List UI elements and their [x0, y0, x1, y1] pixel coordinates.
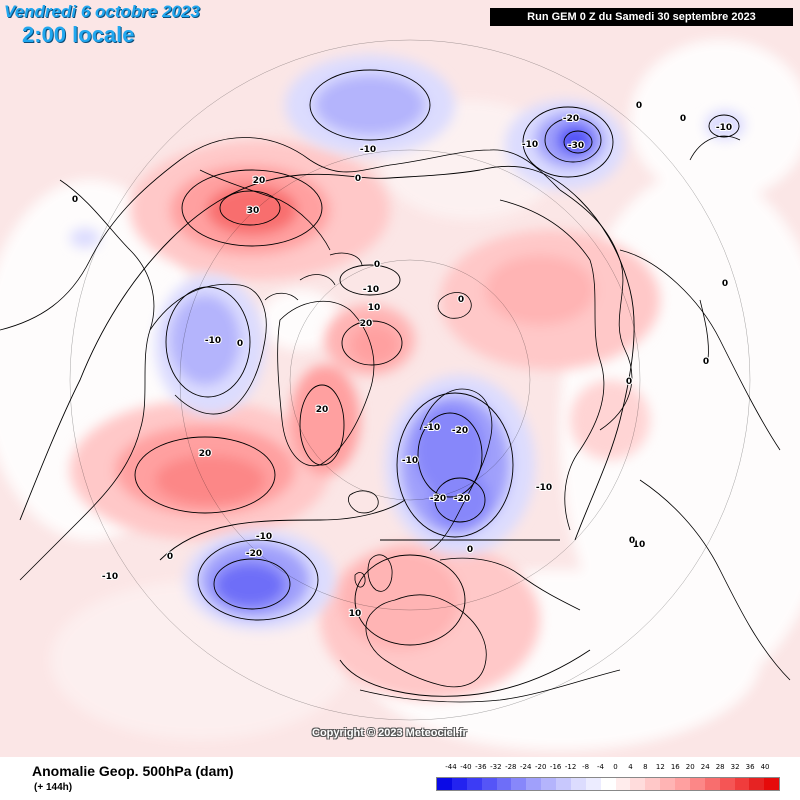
color-scale-cell: [704, 778, 720, 790]
color-scale-cell: [600, 778, 616, 790]
contour-label: 0: [467, 545, 473, 555]
color-scale-label: -24: [520, 763, 532, 771]
color-scale-label: -4: [597, 763, 605, 771]
color-scale-label: 24: [700, 763, 710, 771]
color-scale-cell: [511, 778, 527, 790]
contour-label: 20: [316, 405, 329, 415]
color-scale: -44 -40 -36 -32 -28 -24 -20 -16 -12 -8 -4 0 4 8 12 16 20…: [436, 763, 780, 797]
contour-label: 0: [703, 357, 709, 367]
contour-label: 0: [629, 536, 635, 546]
color-scale-cell: [630, 778, 646, 790]
contour-label: -10: [360, 145, 376, 155]
color-scale-cell: [570, 778, 586, 790]
color-scale-label: 12: [655, 763, 665, 771]
color-scale-cell: [734, 778, 750, 790]
color-scale-label: 20: [685, 763, 695, 771]
color-scale-label: 0: [613, 763, 618, 771]
color-scale-label: -28: [505, 763, 517, 771]
color-scale-cell: [556, 778, 571, 790]
color-scale-label: -44: [445, 763, 457, 771]
legend-footer: Anomalie Geop. 500hPa (dam) (+ 144h) -44…: [0, 757, 800, 800]
color-scale-label: 8: [643, 763, 648, 771]
contour-label: -20: [430, 494, 446, 504]
contour-label: 0: [72, 195, 78, 205]
contour-label: -30: [568, 141, 584, 151]
color-scale-label: -36: [475, 763, 487, 771]
forecast-time-title: 2:00 locale: [22, 22, 135, 47]
color-scale-cell: [645, 778, 661, 790]
contour-label: -10: [536, 483, 552, 493]
color-scale-label: 40: [760, 763, 770, 771]
color-scale-label: 16: [670, 763, 680, 771]
color-scale-cell: [526, 778, 542, 790]
lead-time: (+ 144h): [34, 782, 73, 793]
color-scale-label: -40: [460, 763, 472, 771]
color-scale-label: 4: [628, 763, 633, 771]
contour-label: 0: [355, 174, 361, 184]
model-run-info: Run GEM 0 Z du Samedi 30 septembre 2023: [490, 8, 793, 26]
color-scale-label: 28: [715, 763, 725, 771]
color-scale-cell: [675, 778, 690, 790]
color-scale-label: -12: [564, 763, 577, 771]
contour-label: -20: [452, 426, 468, 436]
color-scale-cell: [466, 778, 482, 790]
color-scale-cell: [496, 778, 512, 790]
color-scale-label: 32: [730, 763, 740, 771]
contour-label: 20: [360, 319, 373, 329]
contour-labels: 30 20 0 -10 -10 -20 -30 -10 0 0 -10 0 10…: [71, 100, 733, 620]
color-scale-cell: [719, 778, 735, 790]
color-scale-label: -32: [490, 763, 502, 771]
contour-label: 0: [458, 295, 464, 305]
color-scale-cell: [585, 778, 601, 790]
color-scale-label: -16: [549, 763, 562, 771]
color-scale-label: -20: [534, 763, 547, 771]
copyright-notice: Copyright © 2023 Meteociel.fr: [312, 727, 467, 739]
color-scale-cell: [437, 778, 452, 790]
contour-label: 20: [199, 449, 212, 459]
contour-label: -10: [522, 140, 538, 150]
contour-label: 10: [349, 609, 362, 619]
contour-label: -10: [102, 572, 118, 582]
coastlines: [0, 135, 791, 703]
contour-label: 10: [368, 303, 381, 313]
contour-label: 0: [626, 377, 632, 387]
color-scale-label: -8: [582, 763, 590, 771]
contour-label: -10: [205, 336, 221, 346]
contour-label: -20: [454, 494, 470, 504]
contour-label: 0: [722, 279, 728, 289]
color-scale-cell: [764, 778, 780, 790]
color-scale-cell: [660, 778, 675, 790]
contour-label: 0: [680, 114, 686, 124]
color-scale-cell: [615, 778, 631, 790]
color-scale-cell: [689, 778, 705, 790]
contour-label: 20: [253, 176, 266, 186]
contour-label: -10: [716, 123, 732, 133]
color-scale-labels: -44 -40 -36 -32 -28 -24 -20 -16 -12 -8 -4 0 4 8 12 16 20…: [436, 763, 780, 775]
color-scale-bar: [436, 777, 780, 791]
color-scale-label: 36: [745, 763, 755, 771]
color-scale-cell: [749, 778, 765, 790]
contour-label: 0: [167, 552, 173, 562]
contour-label: 30: [247, 206, 260, 216]
forecast-date-title: Vendredi 6 octobre 2023: [4, 2, 200, 21]
contour-label: -10: [363, 285, 379, 295]
anomaly-map: 30 20 0 -10 -10 -20 -30 -10 0 0 -10 0 10…: [0, 0, 800, 757]
color-scale-cell: [481, 778, 497, 790]
contour-label: 0: [636, 101, 642, 111]
contour-label: -20: [246, 549, 262, 559]
contour-label: 0: [374, 260, 380, 270]
contour-label: -10: [424, 423, 440, 433]
variable-title: Anomalie Geop. 500hPa (dam): [32, 763, 234, 779]
contour-label: -20: [563, 114, 579, 124]
contour-lines: [19, 69, 740, 697]
contour-label: 0: [237, 339, 243, 349]
contour-label: -10: [256, 532, 272, 542]
color-scale-cell: [451, 778, 467, 790]
color-scale-cell: [541, 778, 556, 790]
graticule: [69, 39, 751, 721]
contour-label: 10: [633, 540, 646, 550]
contour-label: -10: [402, 456, 418, 466]
